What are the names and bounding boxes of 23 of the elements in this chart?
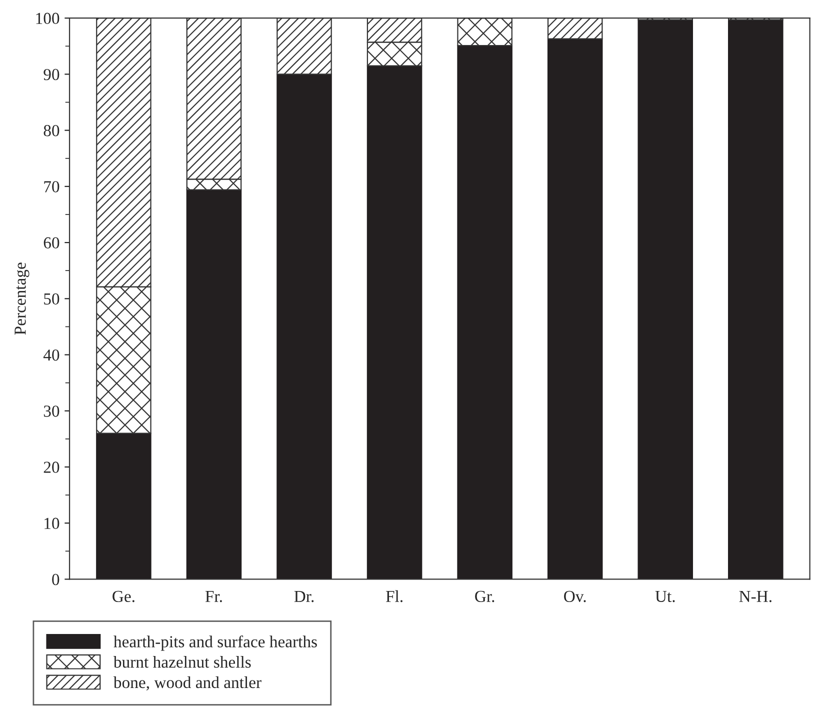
x-tick-label: N-H. [739,590,772,602]
y-tick-label: 50 [44,293,60,305]
x-tick-label: Ut. [655,590,675,602]
y-tick-label: 20 [44,462,60,473]
y-tick-label: 80 [44,125,60,136]
x-tick-label: Gr. [475,590,494,602]
legend-label: bone, wood and antler [113,676,262,691]
x-tick-label: Ov. [564,590,586,602]
y-tick-label: 0 [52,574,60,586]
legend-label: hearth-pits and surface hearths [114,635,317,651]
legend-label: burnt hazelnut shells [113,656,251,668]
y-tick-label: 90 [44,68,60,80]
y-tick-label: 70 [44,181,60,192]
y-tick-label: 10 [44,518,60,530]
x-tick-label: Fr. [205,590,222,602]
y-tick-label: 40 [43,349,60,361]
y-tick-label: 60 [44,237,60,248]
y-tick-label: 30 [44,406,60,417]
y-tick-label: 100 [36,12,60,24]
x-tick-label: Dr. [294,590,314,602]
y-axis-title: Percentage [14,262,30,335]
x-tick-label: Ge. [112,590,134,602]
x-tick-label: Fl. [386,590,402,602]
